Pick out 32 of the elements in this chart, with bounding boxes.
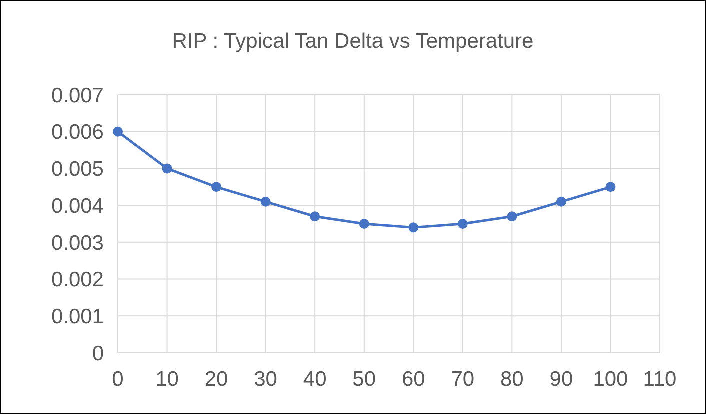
- point: [408, 222, 419, 233]
- point: [260, 196, 271, 207]
- x-tick-label: 30: [254, 368, 278, 391]
- point: [162, 164, 172, 174]
- x-tick-label: 100: [593, 368, 628, 391]
- point: [359, 219, 370, 229]
- point: [113, 126, 123, 137]
- x-tick-label: 110: [643, 368, 677, 391]
- chart-title: RIP : Typical Tan Delta vs Temperature: [172, 30, 534, 53]
- y-tick-label: 0.007: [51, 84, 104, 108]
- point: [556, 196, 566, 207]
- y-tick-label: 0.001: [51, 305, 104, 328]
- point: [458, 219, 468, 229]
- x-tick-label: 40: [303, 368, 327, 391]
- y-tick-label: 0.004: [51, 194, 104, 218]
- x-tick-label: 90: [550, 368, 574, 391]
- point: [606, 182, 616, 192]
- y-tick-label: 0.003: [51, 232, 104, 255]
- x-tick-label: 50: [352, 368, 376, 391]
- x-tick-label: 80: [500, 368, 524, 391]
- y-tick-label: 0.006: [51, 121, 104, 144]
- x-tick-label: 20: [204, 368, 228, 391]
- point: [310, 212, 320, 222]
- x-tick-label: 60: [402, 368, 426, 391]
- y-tick-label: 0.002: [51, 268, 104, 292]
- point: [507, 212, 518, 222]
- x-tick-label: 70: [451, 368, 475, 391]
- x-tick-label: 0: [112, 368, 124, 391]
- x-tick-label: 10: [156, 368, 179, 391]
- y-tick-label: 0: [92, 342, 104, 366]
- y-tick-label: 0.005: [51, 158, 104, 182]
- point: [212, 182, 222, 192]
